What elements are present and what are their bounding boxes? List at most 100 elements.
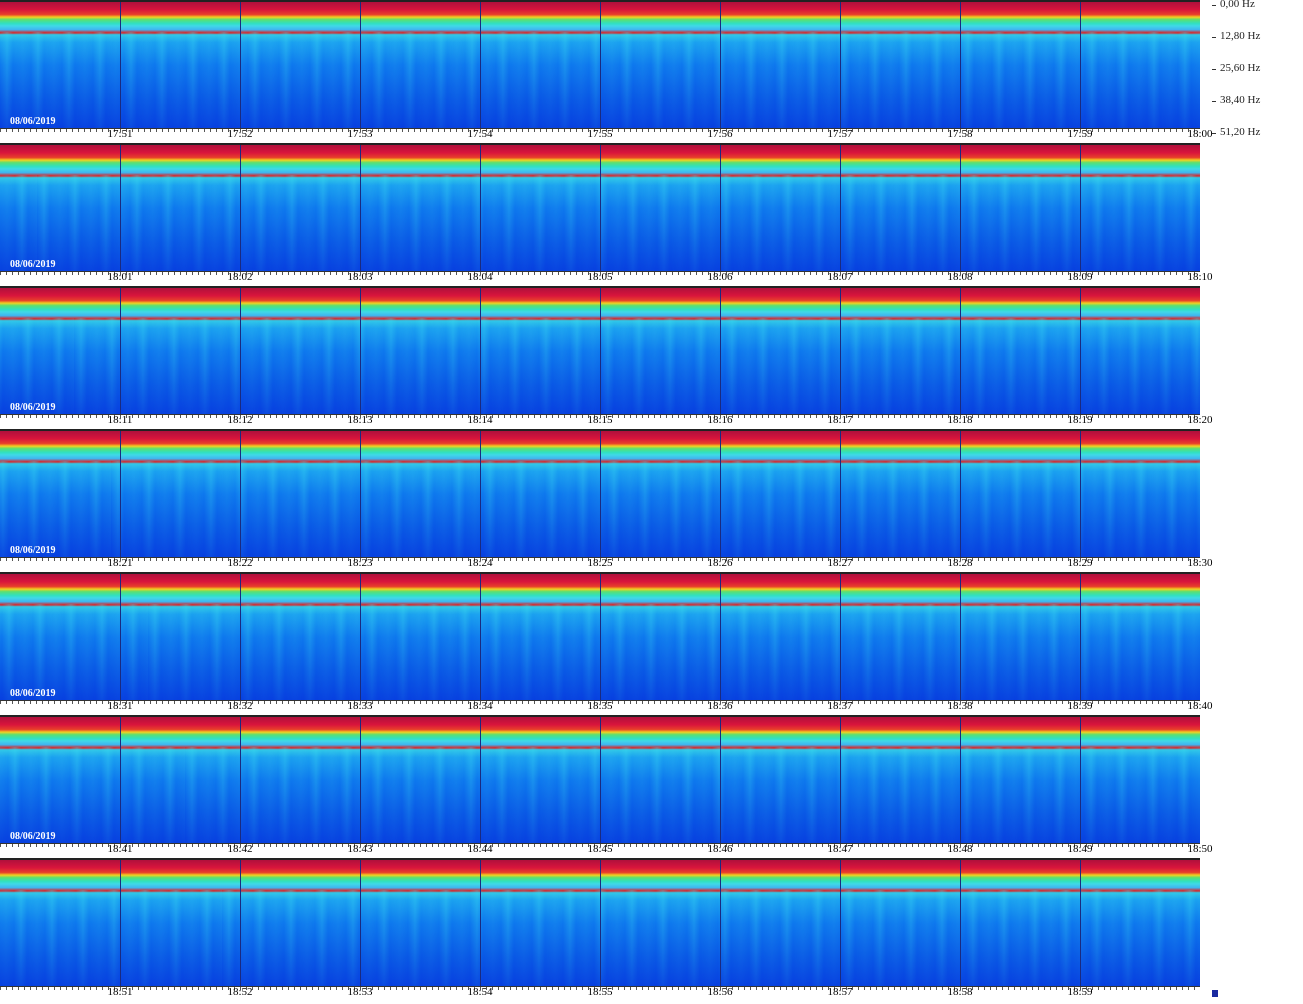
minute-divider <box>1080 145 1081 271</box>
minute-divider <box>1080 860 1081 986</box>
minute-divider <box>360 574 361 700</box>
minute-divider <box>1080 431 1081 557</box>
date-label: 08/06/2019 <box>10 545 56 556</box>
frequency-tick <box>1212 133 1216 134</box>
spectrogram-strip <box>0 858 1200 986</box>
time-label: 18:29 <box>1067 557 1093 569</box>
minute-divider <box>840 288 841 414</box>
minute-divider <box>960 431 961 557</box>
minute-divider <box>120 431 121 557</box>
time-label: 18:47 <box>827 843 853 855</box>
minute-divider <box>1080 717 1081 843</box>
spectrogram-strip <box>0 0 1200 128</box>
time-label: 18:19 <box>1067 414 1093 426</box>
minute-divider <box>360 288 361 414</box>
time-label: 18:09 <box>1067 271 1093 283</box>
time-label: 18:38 <box>947 700 973 712</box>
time-label: 18:05 <box>587 271 613 283</box>
minute-divider <box>480 431 481 557</box>
minute-divider <box>840 574 841 700</box>
minute-divider <box>600 145 601 271</box>
time-label: 18:31 <box>107 700 133 712</box>
minute-divider <box>120 574 121 700</box>
minute-divider <box>720 860 721 986</box>
time-label: 18:34 <box>467 700 493 712</box>
minute-divider <box>840 2 841 128</box>
frequency-label: 51,20 Hz <box>1220 126 1261 138</box>
time-label: 18:50 <box>1187 843 1213 855</box>
minute-divider <box>960 860 961 986</box>
minute-divider <box>720 288 721 414</box>
time-label: 17:57 <box>827 128 853 140</box>
time-label: 18:42 <box>227 843 253 855</box>
minute-divider <box>960 288 961 414</box>
minute-divider <box>240 2 241 128</box>
minute-divider <box>840 860 841 986</box>
minute-divider <box>240 431 241 557</box>
minute-divider <box>1080 288 1081 414</box>
time-axis <box>0 271 1200 286</box>
frequency-label: 38,40 Hz <box>1220 94 1261 106</box>
time-label: 18:17 <box>827 414 853 426</box>
time-label: 18:16 <box>707 414 733 426</box>
minute-divider <box>480 860 481 986</box>
date-label: 08/06/2019 <box>10 116 56 127</box>
spectrogram-strip <box>0 286 1200 414</box>
minute-divider <box>360 145 361 271</box>
minute-divider <box>1080 2 1081 128</box>
time-label: 18:07 <box>827 271 853 283</box>
minute-divider <box>840 145 841 271</box>
minute-divider <box>120 288 121 414</box>
time-label: 18:25 <box>587 557 613 569</box>
time-label: 18:01 <box>107 271 133 283</box>
time-label: 18:10 <box>1187 271 1213 283</box>
time-label: 18:02 <box>227 271 253 283</box>
date-label: 08/06/2019 <box>10 831 56 842</box>
time-label: 18:13 <box>347 414 373 426</box>
time-label: 18:18 <box>947 414 973 426</box>
date-label: 08/06/2019 <box>10 259 56 270</box>
time-label: 17:58 <box>947 128 973 140</box>
time-label: 18:49 <box>1067 843 1093 855</box>
time-label: 18:15 <box>587 414 613 426</box>
minute-divider <box>600 2 601 128</box>
time-label: 18:59 <box>1067 986 1093 998</box>
minute-divider <box>960 2 961 128</box>
time-label: 18:36 <box>707 700 733 712</box>
minute-divider <box>840 717 841 843</box>
time-label: 18:03 <box>347 271 373 283</box>
time-label: 17:51 <box>107 128 133 140</box>
time-label: 18:53 <box>347 986 373 998</box>
minute-divider <box>480 2 481 128</box>
minute-divider <box>240 860 241 986</box>
minute-divider <box>120 2 121 128</box>
time-label: 18:22 <box>227 557 253 569</box>
time-label: 17:52 <box>227 128 253 140</box>
time-label: 18:48 <box>947 843 973 855</box>
minute-divider <box>840 431 841 557</box>
time-label: 18:04 <box>467 271 493 283</box>
time-label: 17:59 <box>1067 128 1093 140</box>
time-label: 18:06 <box>707 271 733 283</box>
time-label: 18:57 <box>827 986 853 998</box>
frequency-label: 0,00 Hz <box>1220 0 1255 10</box>
time-label: 18:00 <box>1187 128 1213 140</box>
minute-divider <box>720 2 721 128</box>
minute-divider <box>600 431 601 557</box>
time-label: 18:27 <box>827 557 853 569</box>
time-axis <box>0 986 1200 1001</box>
minute-divider <box>480 717 481 843</box>
minute-divider <box>720 431 721 557</box>
spectrogram-strip <box>0 572 1200 700</box>
time-label: 18:28 <box>947 557 973 569</box>
time-label: 18:54 <box>467 986 493 998</box>
minute-divider <box>480 145 481 271</box>
spectrogram-strip <box>0 143 1200 271</box>
time-axis <box>0 414 1200 429</box>
minute-divider <box>960 145 961 271</box>
time-label: 17:53 <box>347 128 373 140</box>
minute-divider <box>960 574 961 700</box>
minute-divider <box>480 574 481 700</box>
time-label: 18:12 <box>227 414 253 426</box>
